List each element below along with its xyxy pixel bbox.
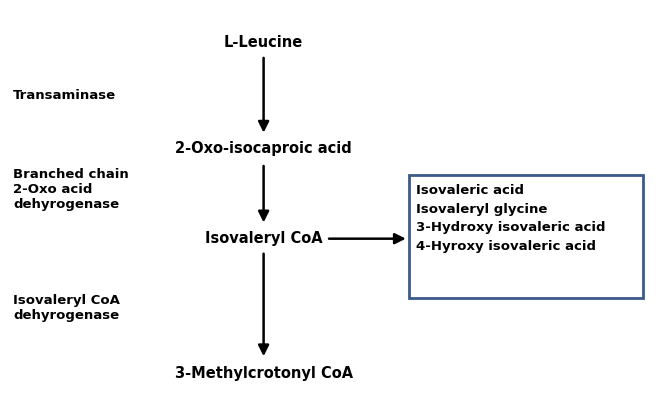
Text: Transaminase: Transaminase [13,89,116,102]
Text: Isovaleryl CoA
dehyrogenase: Isovaleryl CoA dehyrogenase [13,294,120,322]
Text: Isovaleryl CoA: Isovaleryl CoA [205,231,322,246]
Text: 3-Methylcrotonyl CoA: 3-Methylcrotonyl CoA [175,366,353,381]
Text: 2-Oxo-isocaproic acid: 2-Oxo-isocaproic acid [175,142,352,156]
Text: Branched chain
2-Oxo acid
dehyrogenase: Branched chain 2-Oxo acid dehyrogenase [13,168,129,211]
Text: L-Leucine: L-Leucine [224,35,303,50]
FancyBboxPatch shape [409,175,643,298]
Text: Isovaleric acid
Isovaleryl glycine
3-Hydroxy isovaleric acid
4-Hyroxy isovaleric: Isovaleric acid Isovaleryl glycine 3-Hyd… [416,184,606,253]
